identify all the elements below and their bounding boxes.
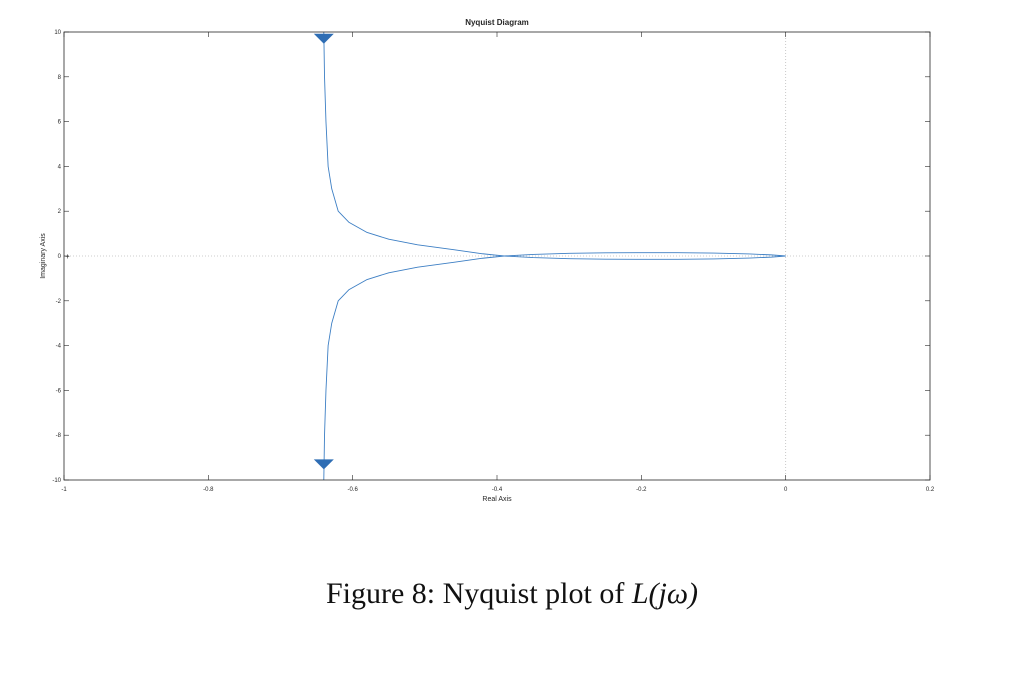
x-tick-label: -0.8 xyxy=(203,487,214,493)
y-tick-label: -10 xyxy=(52,478,61,484)
x-tick-label: 0.2 xyxy=(926,487,935,493)
y-tick-label: -8 xyxy=(56,433,62,439)
arrow-layer xyxy=(313,33,334,470)
y-tick-label: 10 xyxy=(54,30,61,36)
y-tick-label: 0 xyxy=(58,254,62,260)
y-tick-label: -4 xyxy=(56,344,62,350)
direction-arrow xyxy=(313,459,334,470)
y-tick-label: 4 xyxy=(58,164,62,170)
x-tick-label: -0.2 xyxy=(636,487,647,493)
series-layer: + xyxy=(65,31,786,481)
caption-math: L(jω) xyxy=(631,577,699,610)
chart-title: Nyquist Diagram xyxy=(465,18,529,27)
nyquist-branch-1 xyxy=(323,31,786,260)
critical-point-marker: + xyxy=(65,252,70,261)
zero-lines xyxy=(64,32,930,480)
tick-layer: -1 -0.8 -0.6 -0.4 -0.2 0 0.2 -10 -8 -6 -4 -2 0 2 4 6 8 10 xyxy=(52,30,935,493)
x-tick-label: -1 xyxy=(61,487,67,493)
figure-caption: Figure 8: Nyquist plot of L(jω) xyxy=(0,577,1024,611)
nyquist-chart: + -1 -0.8 -0.6 -0.4 -0.2 0 0.2 -10 -8 -6 -4 -2 0 2 4 6 8… xyxy=(40,18,935,503)
x-tick-label: 0 xyxy=(784,487,788,493)
caption-text: Figure 8: Nyquist plot of xyxy=(325,577,632,610)
y-tick-label: 6 xyxy=(58,120,62,126)
y-tick-label: -6 xyxy=(56,388,62,394)
nyquist-branch-2 xyxy=(323,252,786,481)
x-tick-label: -0.4 xyxy=(492,487,503,493)
x-axis-label: Real Axis xyxy=(482,496,512,503)
y-tick-label: 8 xyxy=(58,75,62,81)
y-tick-label: -2 xyxy=(56,299,62,305)
x-tick-label: -0.6 xyxy=(347,487,358,493)
y-axis-label: Imaginary Axis xyxy=(40,233,47,279)
y-tick-label: 2 xyxy=(58,209,62,215)
direction-arrow xyxy=(313,33,334,44)
